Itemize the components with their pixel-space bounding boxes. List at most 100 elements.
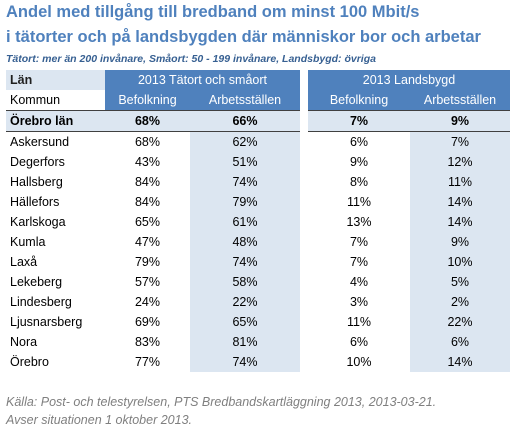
table-cell: 8% — [349, 175, 369, 189]
table-cell: Ljusnarsberg — [10, 315, 83, 329]
table-cell: 61% — [190, 212, 300, 232]
table-cell: 81% — [190, 332, 300, 352]
spacer — [300, 292, 308, 312]
table-cell: Hallsberg — [10, 175, 63, 189]
table-cell: 68% — [134, 135, 161, 149]
table-cell: 12% — [410, 152, 510, 172]
table-cell: Län — [6, 70, 105, 90]
table-cell: 14% — [410, 192, 510, 212]
table-row: Hallsberg 84% 74% 8% 11% — [6, 172, 510, 192]
table-cell: 84% — [134, 175, 161, 189]
spacer — [300, 110, 308, 132]
table-cell: 84% — [134, 195, 161, 209]
table-cell: 5% — [410, 272, 510, 292]
table-cell: Kommun — [6, 90, 105, 111]
table-cell: Askersund — [10, 135, 70, 149]
table-cell: 3% — [349, 295, 369, 309]
table-row: Lindesberg 24% 22% 3% 2% — [6, 292, 510, 312]
table-cell: 6% — [349, 335, 369, 349]
table-cell: Karlskoga — [10, 215, 66, 229]
subtitle: Tätort: mer än 200 invånare, Småort: 50 … — [6, 53, 376, 65]
table-row: Kumla 47% 48% 7% 9% — [6, 232, 510, 252]
table-cell: 9% — [410, 110, 510, 132]
table-cell: 7% — [308, 110, 410, 132]
table-cell: 6% — [410, 332, 510, 352]
table-cell: Degerfors — [10, 155, 65, 169]
table-cell: 47% — [134, 235, 161, 249]
table-cell: 74% — [190, 352, 300, 372]
table-cell: 2% — [410, 292, 510, 312]
table-cell: Örebro — [10, 355, 49, 369]
table-cell: 4% — [349, 275, 369, 289]
table-cell: 74% — [190, 172, 300, 192]
table-row: Hällefors 84% 79% 11% 14% — [6, 192, 510, 212]
table-cell: Arbetsställen — [190, 90, 300, 111]
table-row: Askersund 68% 62% 6% 7% — [6, 131, 510, 152]
table-row: Örebro 77% 74% 10% 14% — [6, 352, 510, 372]
table-cell: 62% — [190, 131, 300, 152]
table-cell: 83% — [134, 335, 161, 349]
table-cell: 14% — [410, 212, 510, 232]
spacer — [300, 332, 308, 352]
table-cell: 9% — [410, 232, 510, 252]
source: Avser situationen 1 oktober 2013. — [6, 413, 193, 427]
table-row: Lekeberg 57% 58% 4% 5% — [6, 272, 510, 292]
table-cell: 65% — [134, 215, 161, 229]
table-cell: 74% — [190, 252, 300, 272]
table-cell: Nora — [10, 335, 38, 349]
table-cell: Hällefors — [10, 195, 60, 209]
table-cell: 7% — [349, 235, 369, 249]
table-cell: 65% — [190, 312, 300, 332]
title: Andel med tillgång till bredband om mins… — [6, 3, 420, 21]
table-cell: 10% — [410, 252, 510, 272]
table-row: Län 2013 Tätort och småort 2013 Landsbygd — [6, 70, 510, 90]
table-cell: 58% — [190, 272, 300, 292]
table-cell: 22% — [190, 292, 300, 312]
table-cell: 66% — [190, 110, 300, 132]
spacer — [300, 352, 308, 372]
table-cell: Befolkning — [105, 90, 190, 111]
title: i tätorter och på landsbygden där männis… — [6, 28, 481, 46]
source: Källa: Post- och telestyrelsen, PTS Bred… — [6, 395, 437, 409]
table-cell: 57% — [134, 275, 161, 289]
table-row: Karlskoga 65% 61% 13% 14% — [6, 212, 510, 232]
spacer — [300, 172, 308, 192]
table-cell: 7% — [349, 255, 369, 269]
table-row: Degerfors 43% 51% 9% 12% — [6, 152, 510, 172]
table-cell: Örebro län — [6, 110, 105, 132]
table-cell: 6% — [349, 135, 369, 149]
table-cell: 9% — [349, 155, 369, 169]
table-cell: Lekeberg — [10, 275, 63, 289]
table-cell: 68% — [105, 110, 190, 132]
spacer — [300, 312, 308, 332]
table-cell: 7% — [410, 131, 510, 152]
table-cell: 11% — [410, 172, 510, 192]
spacer — [300, 90, 308, 111]
table-cell: 11% — [346, 195, 372, 209]
spacer — [300, 70, 308, 90]
spacer — [300, 212, 308, 232]
table-cell: 79% — [134, 255, 161, 269]
table-cell: 22% — [410, 312, 510, 332]
table-cell: Arbetsställen — [410, 90, 510, 111]
table-row: Ljusnarsberg 69% 65% 11% 22% — [6, 312, 510, 332]
spacer — [300, 192, 308, 212]
table-cell: 79% — [190, 192, 300, 212]
spacer — [300, 232, 308, 252]
table-cell: 10% — [346, 355, 372, 369]
table-row: Nora 83% 81% 6% 6% — [6, 332, 510, 352]
table-cell: 51% — [190, 152, 300, 172]
table-cell: 77% — [134, 355, 161, 369]
table-cell: 2013 Landsbygd — [308, 70, 510, 90]
table-cell: 2013 Tätort och småort — [105, 70, 300, 90]
table-cell: 43% — [134, 155, 161, 169]
table-cell: 13% — [346, 215, 372, 229]
table-row: Örebro län 68% 66% 7% 9% — [6, 110, 510, 132]
table-cell: Laxå — [10, 255, 38, 269]
table-cell: Befolkning — [308, 90, 410, 111]
table-cell: 24% — [134, 295, 161, 309]
table-cell: 69% — [134, 315, 161, 329]
spacer — [300, 272, 308, 292]
spacer — [300, 252, 308, 272]
